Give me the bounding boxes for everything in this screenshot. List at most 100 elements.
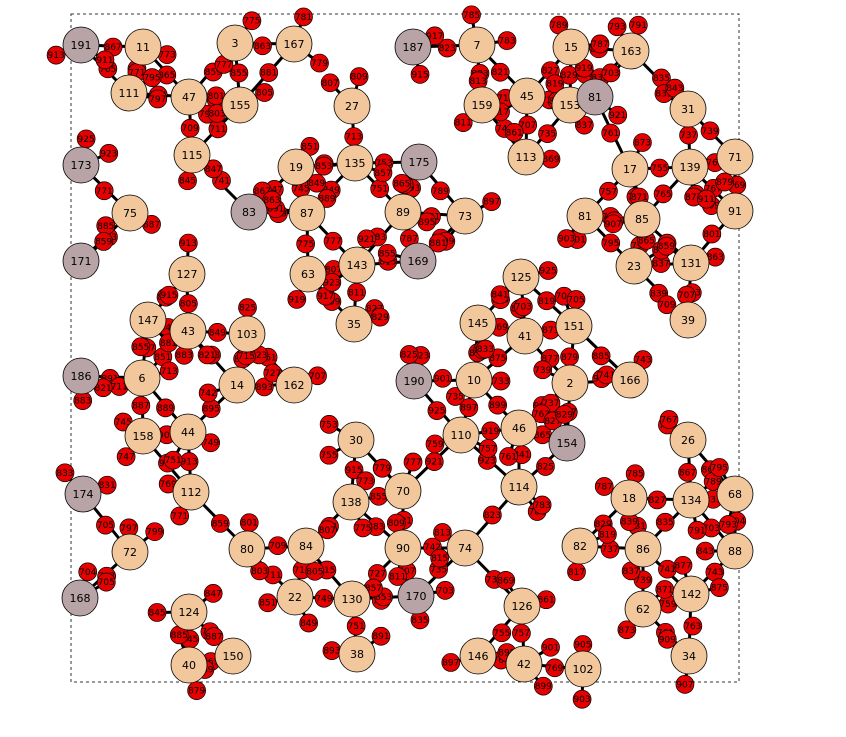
oxygen-atom[interactable]: 863 xyxy=(254,37,272,55)
oxygen-atom[interactable]: 885 xyxy=(592,347,610,365)
framework-atom[interactable]: 126 xyxy=(504,588,540,624)
oxygen-atom[interactable]: 805 xyxy=(306,562,324,580)
oxygen-atom[interactable]: 915 xyxy=(160,286,178,304)
framework-atom[interactable]: 68 xyxy=(717,476,753,512)
oxygen-atom[interactable]: 757 xyxy=(599,182,617,200)
framework-atom[interactable]: 85 xyxy=(624,201,660,237)
oxygen-atom[interactable]: 921 xyxy=(609,106,627,124)
oxygen-atom[interactable]: 897 xyxy=(442,653,460,671)
oxygen-atom[interactable]: 907 xyxy=(676,675,694,693)
oxygen-atom[interactable]: 899 xyxy=(534,677,552,695)
framework-atom[interactable]: 27 xyxy=(334,88,370,124)
framework-atom[interactable]: 110 xyxy=(443,417,479,453)
oxygen-atom[interactable]: 791 xyxy=(688,521,706,539)
oxygen-atom[interactable]: 849 xyxy=(208,323,226,341)
oxygen-atom[interactable]: 813 xyxy=(433,524,451,542)
oxygen-atom[interactable]: 911 xyxy=(96,51,114,69)
framework-atom[interactable]: 84 xyxy=(288,528,324,564)
oxygen-atom[interactable]: 759 xyxy=(426,435,444,453)
oxygen-atom[interactable]: 861 xyxy=(505,123,523,141)
oxygen-atom[interactable]: 751 xyxy=(347,617,365,635)
gray-atom[interactable]: 175 xyxy=(401,144,437,180)
oxygen-atom[interactable]: 857 xyxy=(374,164,392,182)
framework-atom[interactable]: 138 xyxy=(333,484,369,520)
framework-atom[interactable]: 39 xyxy=(670,302,706,338)
oxygen-atom[interactable]: 925 xyxy=(428,402,446,420)
oxygen-atom[interactable]: 909 xyxy=(658,630,676,648)
framework-atom[interactable]: 139 xyxy=(672,149,708,185)
oxygen-atom[interactable]: 793 xyxy=(608,18,626,36)
framework-atom[interactable]: 40 xyxy=(171,647,207,683)
oxygen-atom[interactable]: 742 xyxy=(199,384,217,402)
framework-atom[interactable]: 80 xyxy=(229,531,265,567)
gray-atom[interactable]: 190 xyxy=(396,363,432,399)
oxygen-atom[interactable]: 871 xyxy=(656,580,674,598)
oxygen-atom[interactable]: 739 xyxy=(701,122,719,140)
framework-atom[interactable]: 166 xyxy=(612,362,648,398)
framework-atom[interactable]: 44 xyxy=(170,414,206,450)
framework-atom[interactable]: 11 xyxy=(125,29,161,65)
framework-atom[interactable]: 167 xyxy=(276,26,312,62)
oxygen-atom[interactable]: 869 xyxy=(497,571,515,589)
oxygen-atom[interactable]: 797 xyxy=(149,90,167,108)
oxygen-atom[interactable]: 881 xyxy=(260,64,278,82)
oxygen-atom[interactable]: 783 xyxy=(533,496,551,514)
framework-atom[interactable]: 47 xyxy=(171,79,207,115)
oxygen-atom[interactable]: 801 xyxy=(240,514,258,532)
gray-atom[interactable]: 171 xyxy=(63,243,99,279)
oxygen-atom[interactable]: 787 xyxy=(595,477,613,495)
oxygen-atom[interactable]: 879 xyxy=(561,348,579,366)
framework-atom[interactable]: 143 xyxy=(339,247,375,283)
oxygen-atom[interactable]: 791 xyxy=(629,16,647,34)
oxygen-atom[interactable]: 877 xyxy=(674,556,692,574)
framework-atom[interactable]: 163 xyxy=(613,33,649,69)
oxygen-atom[interactable]: 799 xyxy=(146,523,164,541)
gray-atom[interactable]: 174 xyxy=(65,476,101,512)
oxygen-atom[interactable]: 903 xyxy=(558,230,576,248)
oxygen-atom[interactable]: 743 xyxy=(706,563,724,581)
oxygen-atom[interactable]: 821 xyxy=(198,346,216,364)
oxygen-atom[interactable]: 807 xyxy=(321,74,339,92)
oxygen-atom[interactable]: 901 xyxy=(434,369,452,387)
oxygen-atom[interactable]: 783 xyxy=(498,32,516,50)
oxygen-atom[interactable]: 873 xyxy=(633,134,651,152)
gray-atom[interactable]: 83 xyxy=(231,194,267,230)
framework-atom[interactable]: 14 xyxy=(219,367,255,403)
framework-atom[interactable]: 102 xyxy=(565,651,601,687)
oxygen-atom[interactable]: 925 xyxy=(77,130,95,148)
framework-atom[interactable]: 135 xyxy=(337,145,373,181)
framework-atom[interactable]: 74 xyxy=(447,530,483,566)
oxygen-atom[interactable]: 705 xyxy=(567,291,585,309)
framework-atom[interactable]: 88 xyxy=(717,533,753,569)
oxygen-atom[interactable]: 867 xyxy=(679,463,697,481)
oxygen-atom[interactable]: 781 xyxy=(294,8,312,26)
framework-atom[interactable]: 162 xyxy=(276,367,312,403)
framework-atom[interactable]: 81 xyxy=(567,198,603,234)
oxygen-atom[interactable]: 757 xyxy=(479,440,497,458)
oxygen-atom[interactable]: 713 xyxy=(345,128,363,146)
oxygen-atom[interactable]: 755 xyxy=(320,446,338,464)
oxygen-atom[interactable]: 875 xyxy=(710,579,728,597)
oxygen-atom[interactable]: 795 xyxy=(710,458,728,476)
oxygen-atom[interactable]: 885 xyxy=(97,217,115,235)
framework-atom[interactable]: 2 xyxy=(552,365,588,401)
oxygen-atom[interactable]: 919 xyxy=(482,422,500,440)
framework-atom[interactable]: 147 xyxy=(130,302,166,338)
oxygen-atom[interactable]: 891 xyxy=(372,627,390,645)
oxygen-atom[interactable]: 707 xyxy=(678,286,696,304)
gray-atom[interactable]: 168 xyxy=(62,580,98,616)
oxygen-atom[interactable]: 895 xyxy=(202,400,220,418)
oxygen-atom[interactable]: 815 xyxy=(431,549,449,567)
oxygen-atom[interactable]: 859 xyxy=(211,514,229,532)
gray-atom[interactable]: 173 xyxy=(63,147,99,183)
framework-atom[interactable]: 45 xyxy=(509,78,545,114)
oxygen-atom[interactable]: 704 xyxy=(79,563,97,581)
oxygen-atom[interactable]: 787 xyxy=(591,35,609,53)
framework-atom[interactable]: 6 xyxy=(124,360,160,396)
framework-atom[interactable]: 90 xyxy=(385,530,421,566)
oxygen-atom[interactable]: 805 xyxy=(255,83,273,101)
oxygen-atom[interactable]: 709 xyxy=(181,119,199,137)
framework-atom[interactable]: 10 xyxy=(456,362,492,398)
framework-atom[interactable]: 103 xyxy=(229,316,265,352)
